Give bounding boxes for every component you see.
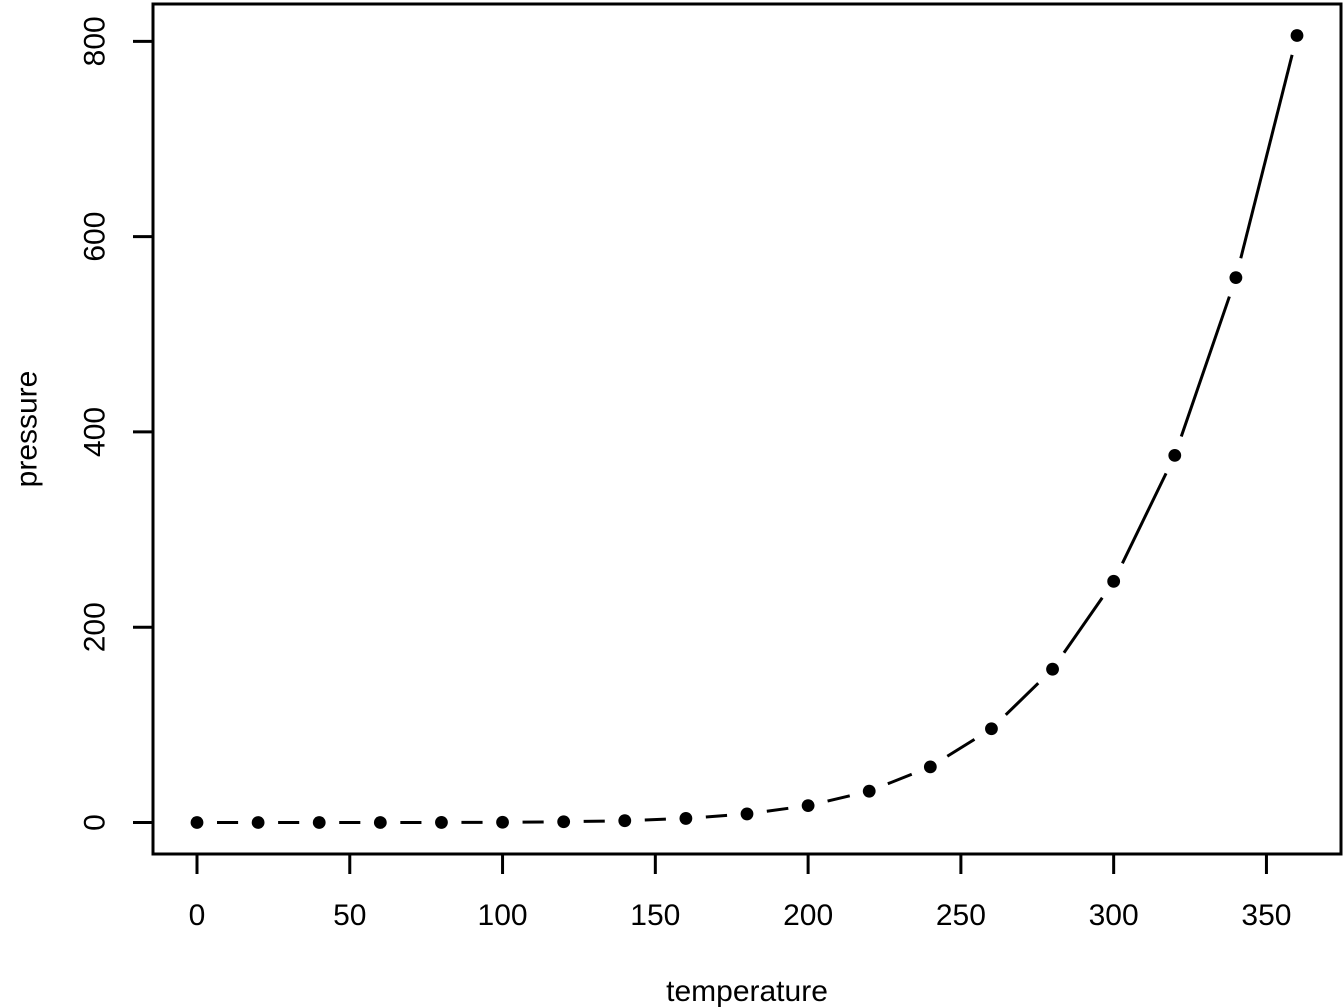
data-point [557, 815, 571, 829]
x-tick-label: 200 [783, 899, 833, 932]
data-point [435, 816, 448, 829]
data-point [985, 722, 998, 736]
data-point [496, 815, 509, 829]
data-point [373, 816, 387, 829]
x-tick-label: 250 [936, 899, 986, 932]
y-tick-label: 800 [79, 16, 112, 66]
line-segment [887, 772, 913, 786]
x-tick-label: 0 [189, 899, 206, 932]
line-segment [766, 806, 789, 813]
line-segment [705, 813, 728, 819]
x-tick-label: 150 [630, 899, 680, 932]
x-tick-label: 350 [1241, 899, 1291, 932]
data-point [1229, 271, 1243, 285]
y-tick-label: 200 [79, 602, 112, 652]
y-tick-label: 400 [79, 407, 112, 457]
data-point [923, 760, 937, 774]
line-segment [827, 794, 851, 803]
data-point [251, 816, 265, 829]
line-segment [1239, 54, 1294, 259]
x-axis-title: temperature [666, 975, 828, 1008]
line-segment [644, 817, 666, 822]
line-segment [1121, 472, 1168, 564]
x-tick-label: 100 [478, 899, 528, 932]
data-point [190, 816, 204, 829]
data-point [1046, 662, 1059, 676]
x-tick-label: 300 [1089, 899, 1139, 932]
data-point [679, 812, 693, 825]
data-point [618, 814, 632, 828]
line-segment [1062, 596, 1104, 654]
data-point [312, 816, 326, 829]
data-point [1107, 574, 1121, 588]
line-segment [1004, 682, 1040, 716]
y-axis-ticks: 0 200 400 600 800 [79, 16, 153, 831]
data-point [1290, 29, 1304, 42]
x-axis-ticks: 0 50 100 150 200 250 300 350 [189, 854, 1291, 932]
y-axis-title: pressure [11, 371, 44, 488]
y-tick-label: 600 [79, 212, 112, 262]
line-segment [946, 738, 976, 758]
data-point [1168, 448, 1182, 462]
y-tick-label: 0 [79, 814, 112, 831]
data-point [801, 799, 815, 813]
data-series [190, 29, 1304, 829]
x-tick-label: 50 [333, 899, 366, 932]
data-point [740, 807, 754, 821]
data-point [862, 784, 876, 798]
line-segment [1179, 296, 1231, 437]
plot-box [151, 2, 1343, 856]
